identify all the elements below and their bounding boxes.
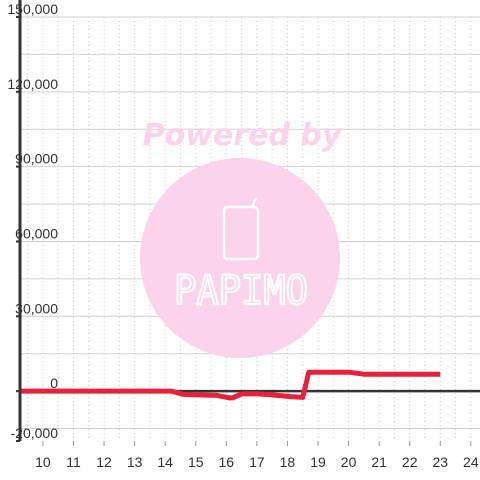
- y-tick-label: 120,000: [7, 76, 58, 92]
- y-tick-label: 0: [50, 375, 58, 391]
- x-tick-label: 10: [35, 454, 51, 470]
- y-tick-label: 60,000: [15, 225, 58, 241]
- x-tick-label: 12: [96, 454, 112, 470]
- x-tick-label: 13: [127, 454, 143, 470]
- x-tick-label: 24: [463, 454, 479, 470]
- x-tick-label: 19: [310, 454, 326, 470]
- y-tick-label: -20,000: [11, 425, 59, 441]
- watermark-brand: PAPIMO: [174, 268, 308, 314]
- axes: [16, 0, 472, 446]
- x-tick-label: 16: [219, 454, 235, 470]
- x-tick-label: 22: [402, 454, 418, 470]
- x-tick-label: 17: [249, 454, 265, 470]
- phone-icon: [222, 197, 260, 261]
- watermark: Powered by PAPIMO: [140, 118, 343, 358]
- x-tick-label: 21: [371, 454, 387, 470]
- x-tick-label: 18: [280, 454, 296, 470]
- x-tick-label: 23: [432, 454, 448, 470]
- y-tick-label: 90,000: [15, 151, 58, 167]
- x-tick-label: 15: [188, 454, 204, 470]
- x-tick-label: 14: [157, 454, 173, 470]
- y-tick-label: 150,000: [7, 1, 58, 17]
- tick-labels: -20,000 0 30,000 60,000 90,000 120,000 150,000…: [7, 1, 478, 470]
- series-layer: [20, 369, 441, 401]
- x-tick-label: 20: [341, 454, 357, 470]
- watermark-powered-by: Powered by: [143, 118, 343, 153]
- x-tick-label: 11: [66, 454, 81, 470]
- y-tick-label: 30,000: [15, 300, 58, 316]
- series-line-0: [20, 369, 441, 401]
